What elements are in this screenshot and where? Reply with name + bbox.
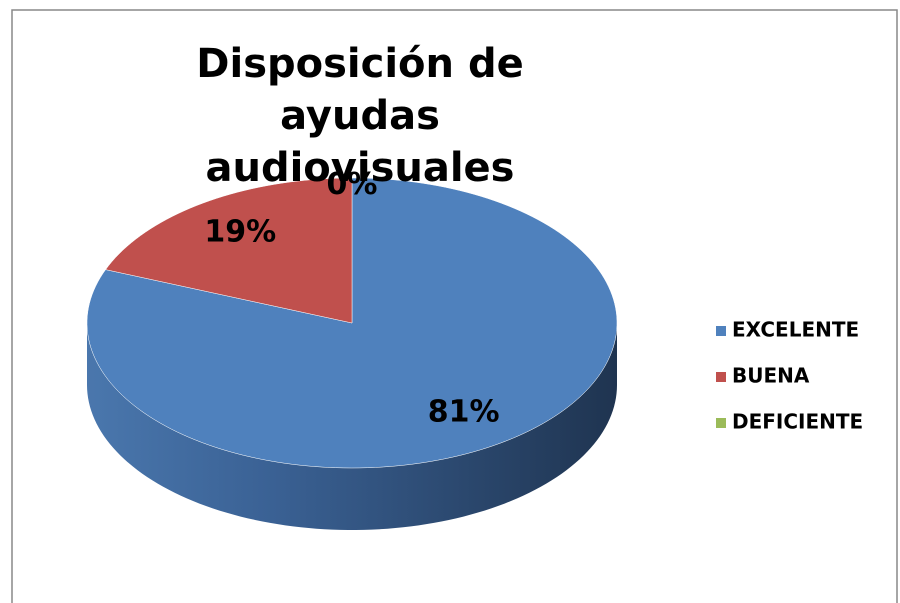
legend-swatch (716, 326, 726, 336)
data-label: 19% (204, 215, 276, 250)
slice (105, 177, 353, 324)
legend-label: BUENA (732, 364, 810, 388)
slice-side (87, 323, 617, 530)
data-label: 0% (327, 167, 378, 202)
legend-swatch (716, 372, 726, 382)
data-label: 81% (428, 394, 500, 429)
legend-swatch (716, 418, 726, 428)
chart-title: Disposición de ayudas audiovisuales (196, 41, 524, 191)
legend-label: DEFICIENTE (732, 410, 863, 434)
legend-label: EXCELENTE (732, 318, 859, 342)
